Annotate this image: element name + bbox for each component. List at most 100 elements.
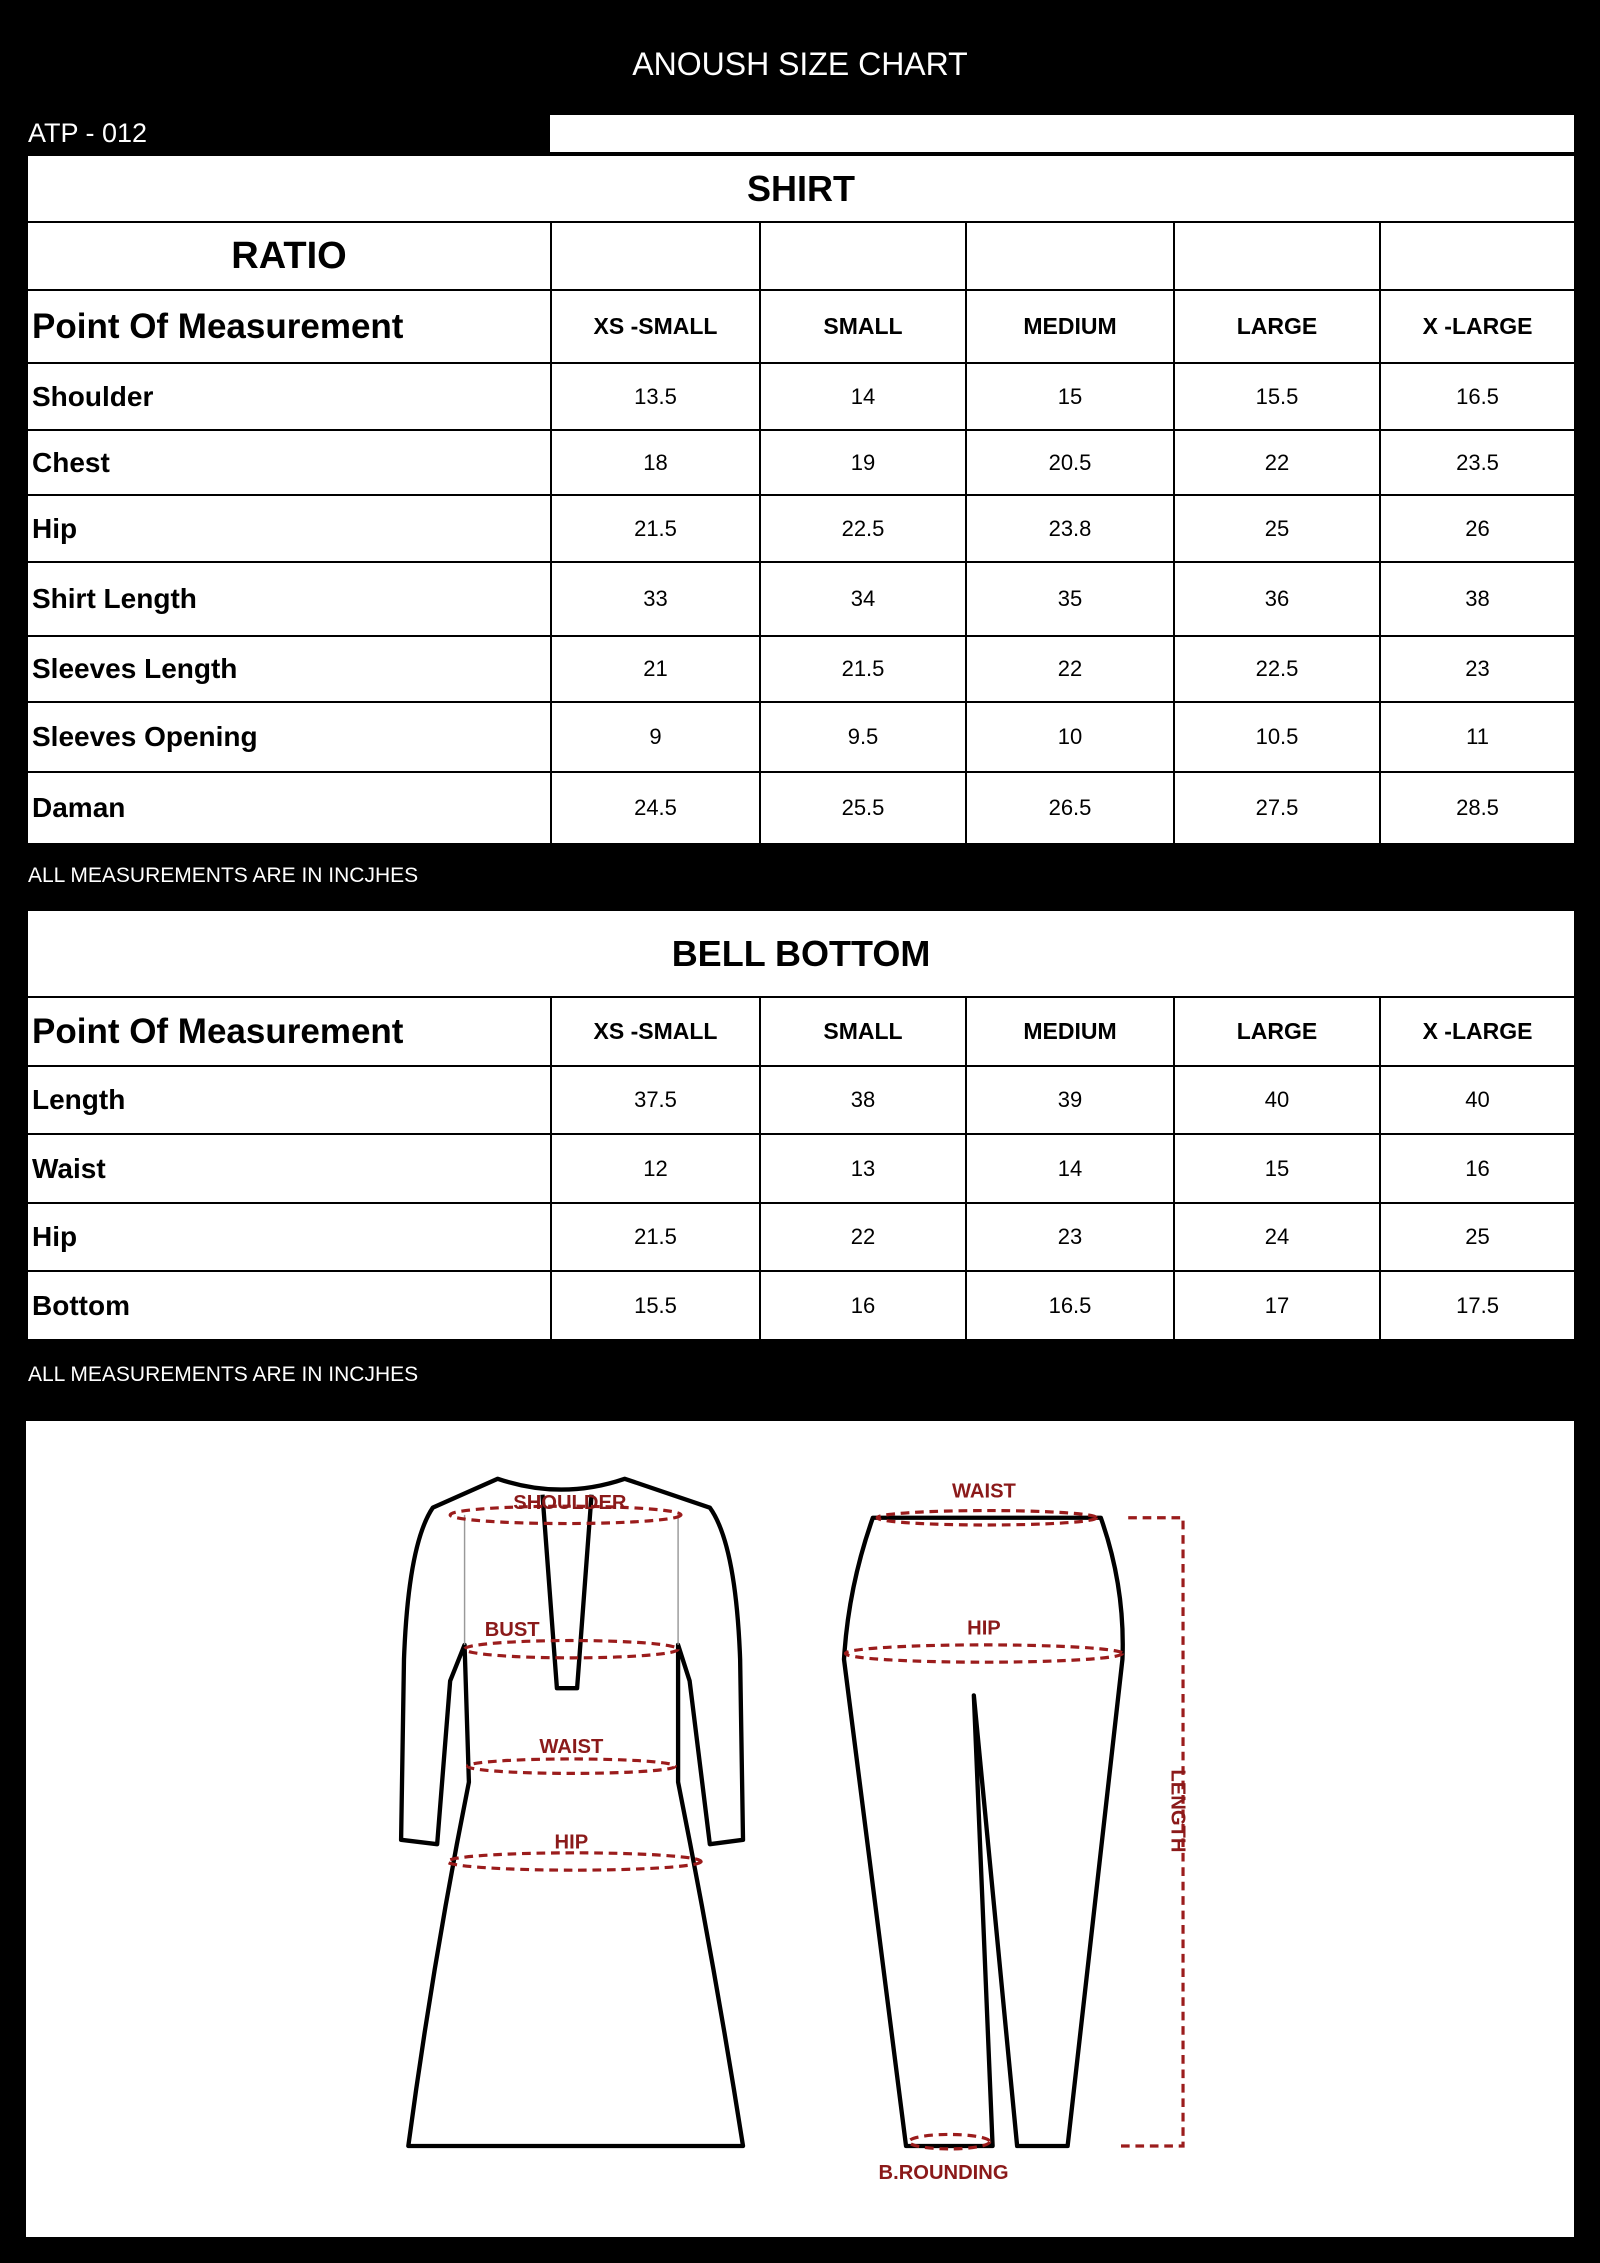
measurement-value: 38 — [759, 1065, 967, 1135]
measurement-value: 22 — [965, 635, 1175, 703]
measurement-value: 16 — [759, 1270, 967, 1341]
shirt-waist-label: WAIST — [539, 1736, 604, 1758]
code-box — [550, 115, 1574, 152]
measurement-value: 15.5 — [550, 1270, 761, 1341]
size-header: LARGE — [1173, 289, 1381, 364]
measurement-value: 22 — [759, 1202, 967, 1272]
measurement-value: 35 — [965, 561, 1175, 637]
measurement-value: 15 — [965, 362, 1175, 431]
measurement-value: 21.5 — [550, 1202, 761, 1272]
measurement-value: 34 — [759, 561, 967, 637]
measurement-value: 15 — [1173, 1133, 1381, 1204]
ratio-cell — [550, 221, 761, 291]
measurement-value: 24.5 — [550, 771, 761, 845]
bell-bottom-units-note: ALL MEASUREMENTS ARE IN INCJHES — [28, 1363, 419, 1386]
size-header: LARGE — [1173, 996, 1381, 1067]
measurement-value: 10.5 — [1173, 701, 1381, 773]
pants-hip-label: HIP — [967, 1618, 1001, 1640]
product-code: ATP - 012 — [28, 118, 148, 148]
shirt-size-table: SHIRT RATIO Point Of Measurement XS -SMAL… — [25, 154, 1577, 845]
measurement-value: 21.5 — [550, 494, 761, 563]
measurement-value: 14 — [965, 1133, 1175, 1204]
pom-header: Point Of Measurement — [26, 996, 552, 1067]
measurement-label: Waist — [26, 1133, 552, 1204]
length-label: LENGTH — [1166, 1769, 1188, 1852]
table-row: Sleeves Length 21 21.5 22 22.5 23 — [26, 635, 1577, 703]
measurement-value: 9.5 — [759, 701, 967, 773]
measurement-value: 22 — [1173, 429, 1381, 496]
measurement-label: Length — [26, 1065, 552, 1135]
bust-label: BUST — [485, 1619, 541, 1641]
ratio-label: RATIO — [26, 221, 552, 291]
measurement-value: 25 — [1378, 1202, 1577, 1272]
size-header: MEDIUM — [965, 289, 1175, 364]
pants-illustration: WAIST HIP LENGTH B.ROUNDING — [841, 1481, 1188, 2184]
chart-title: ANOUSH SIZE CHART — [632, 46, 968, 82]
pants-waist-label: WAIST — [952, 1481, 1017, 1503]
measurement-value: 19 — [759, 429, 967, 496]
measurement-value: 20.5 — [965, 429, 1175, 496]
measurement-value: 23 — [1378, 635, 1577, 703]
table-row: Daman 24.5 25.5 26.5 27.5 28.5 — [26, 771, 1577, 845]
shirt-hip-label: HIP — [555, 1831, 589, 1853]
measurement-label: Shirt Length — [26, 561, 552, 637]
measurement-value: 18 — [550, 429, 761, 496]
measurement-value: 40 — [1378, 1065, 1577, 1135]
measurement-value: 36 — [1173, 561, 1381, 637]
size-header: SMALL — [759, 996, 967, 1067]
measurement-value: 22.5 — [759, 494, 967, 563]
size-header: SMALL — [759, 289, 967, 364]
ratio-cell — [1378, 221, 1577, 291]
measurement-value: 24 — [1173, 1202, 1381, 1272]
measurement-value: 38 — [1378, 561, 1577, 637]
table-row: Shirt Length 33 34 35 36 38 — [26, 561, 1577, 637]
measurement-value: 13.5 — [550, 362, 761, 431]
measurement-value: 17 — [1173, 1270, 1381, 1341]
size-header: XS -SMALL — [550, 289, 761, 364]
measurement-value: 27.5 — [1173, 771, 1381, 845]
table-row: Length 37.5 38 39 40 40 — [26, 1065, 1577, 1135]
ratio-cell — [1173, 221, 1381, 291]
table-row: Waist 12 13 14 15 16 — [26, 1133, 1577, 1204]
measurement-value: 37.5 — [550, 1065, 761, 1135]
measurement-label: Chest — [26, 429, 552, 496]
measurement-value: 21.5 — [759, 635, 967, 703]
measurement-label: Shoulder — [26, 362, 552, 431]
measurement-value: 10 — [965, 701, 1175, 773]
measurement-label: Hip — [26, 494, 552, 563]
shirt-units-note: ALL MEASUREMENTS ARE IN INCJHES — [28, 864, 419, 887]
measurement-label: Daman — [26, 771, 552, 845]
measurement-value: 33 — [550, 561, 761, 637]
measurement-label: Sleeves Length — [26, 635, 552, 703]
measurement-value: 40 — [1173, 1065, 1381, 1135]
size-header: X -LARGE — [1378, 996, 1577, 1067]
measurement-value: 26.5 — [965, 771, 1175, 845]
size-header: X -LARGE — [1378, 289, 1577, 364]
measurement-value: 23 — [965, 1202, 1175, 1272]
size-header: XS -SMALL — [550, 996, 761, 1067]
table-row: Bottom 15.5 16 16.5 17 17.5 — [26, 1270, 1577, 1341]
pom-header: Point Of Measurement — [26, 289, 552, 364]
bell-bottom-size-table: BELL BOTTOM Point Of Measurement XS -SMAL… — [25, 909, 1577, 1341]
measurement-value: 14 — [759, 362, 967, 431]
measurement-diagram: SHOULDER BUST WAIST HIP WAIST HIP LENGTH… — [26, 1421, 1574, 2237]
measurement-label: Bottom — [26, 1270, 552, 1341]
measurement-value: 17.5 — [1378, 1270, 1577, 1341]
table-row: Hip 21.5 22 23 24 25 — [26, 1202, 1577, 1272]
measurement-value: 13 — [759, 1133, 967, 1204]
size-header: MEDIUM — [965, 996, 1175, 1067]
bottom-rounding-label: B.ROUNDING — [879, 2162, 1009, 2184]
kurta-illustration: SHOULDER BUST WAIST HIP — [398, 1476, 746, 2149]
ratio-cell — [759, 221, 967, 291]
measurement-value: 25.5 — [759, 771, 967, 845]
measurement-value: 16 — [1378, 1133, 1577, 1204]
shirt-section-title: SHIRT — [25, 154, 1577, 223]
ratio-cell — [965, 221, 1175, 291]
measurement-label: Sleeves Opening — [26, 701, 552, 773]
measurement-value: 12 — [550, 1133, 761, 1204]
measurement-value: 15.5 — [1173, 362, 1381, 431]
measurement-value: 16.5 — [1378, 362, 1577, 431]
bell-bottom-section-title: BELL BOTTOM — [25, 909, 1577, 998]
measurement-value: 26 — [1378, 494, 1577, 563]
measurement-value: 22.5 — [1173, 635, 1381, 703]
